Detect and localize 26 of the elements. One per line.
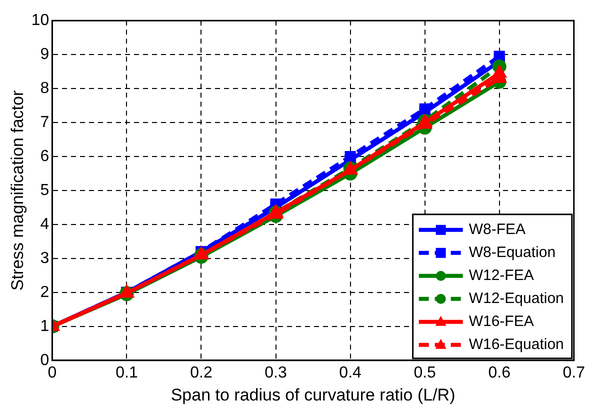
legend-label: W16-Equation [468,336,564,354]
y-axis-title: Stress magnification factor [8,90,27,291]
y-tick-label: 1 [40,318,50,335]
x-tick-label: 0.5 [414,364,436,382]
y-tick-label: 2 [40,284,50,301]
y-tick-label: 8 [40,80,50,97]
legend-label: W12-Equation [468,290,564,308]
x-tick-label: 0.2 [190,364,212,382]
legend-label: W12-FEA [468,267,534,284]
x-tick-label: 0.4 [339,364,362,382]
x-tick-label: 0.1 [116,364,138,382]
legend-label: W16-FEA [468,313,534,330]
x-tick-label: 0.6 [488,364,511,382]
legend-label: W8-Equation [468,244,556,262]
y-tick-label: 5 [40,182,50,199]
y-tick-label: 6 [40,148,50,165]
x-tick-label: 0.7 [562,364,586,382]
legend-label: W8-FEA [468,221,526,238]
y-tick-label: 3 [40,250,50,267]
y-tick-label: 4 [40,216,50,233]
x-axis-title: Span to radius of curvature ratio (L/R) [170,385,456,404]
y-tick-label: 0 [40,352,50,369]
y-tick-label: 10 [31,12,50,30]
x-tick-label: 0.3 [264,364,287,382]
y-tick-label: 7 [40,114,50,131]
y-tick-label: 9 [40,46,50,63]
